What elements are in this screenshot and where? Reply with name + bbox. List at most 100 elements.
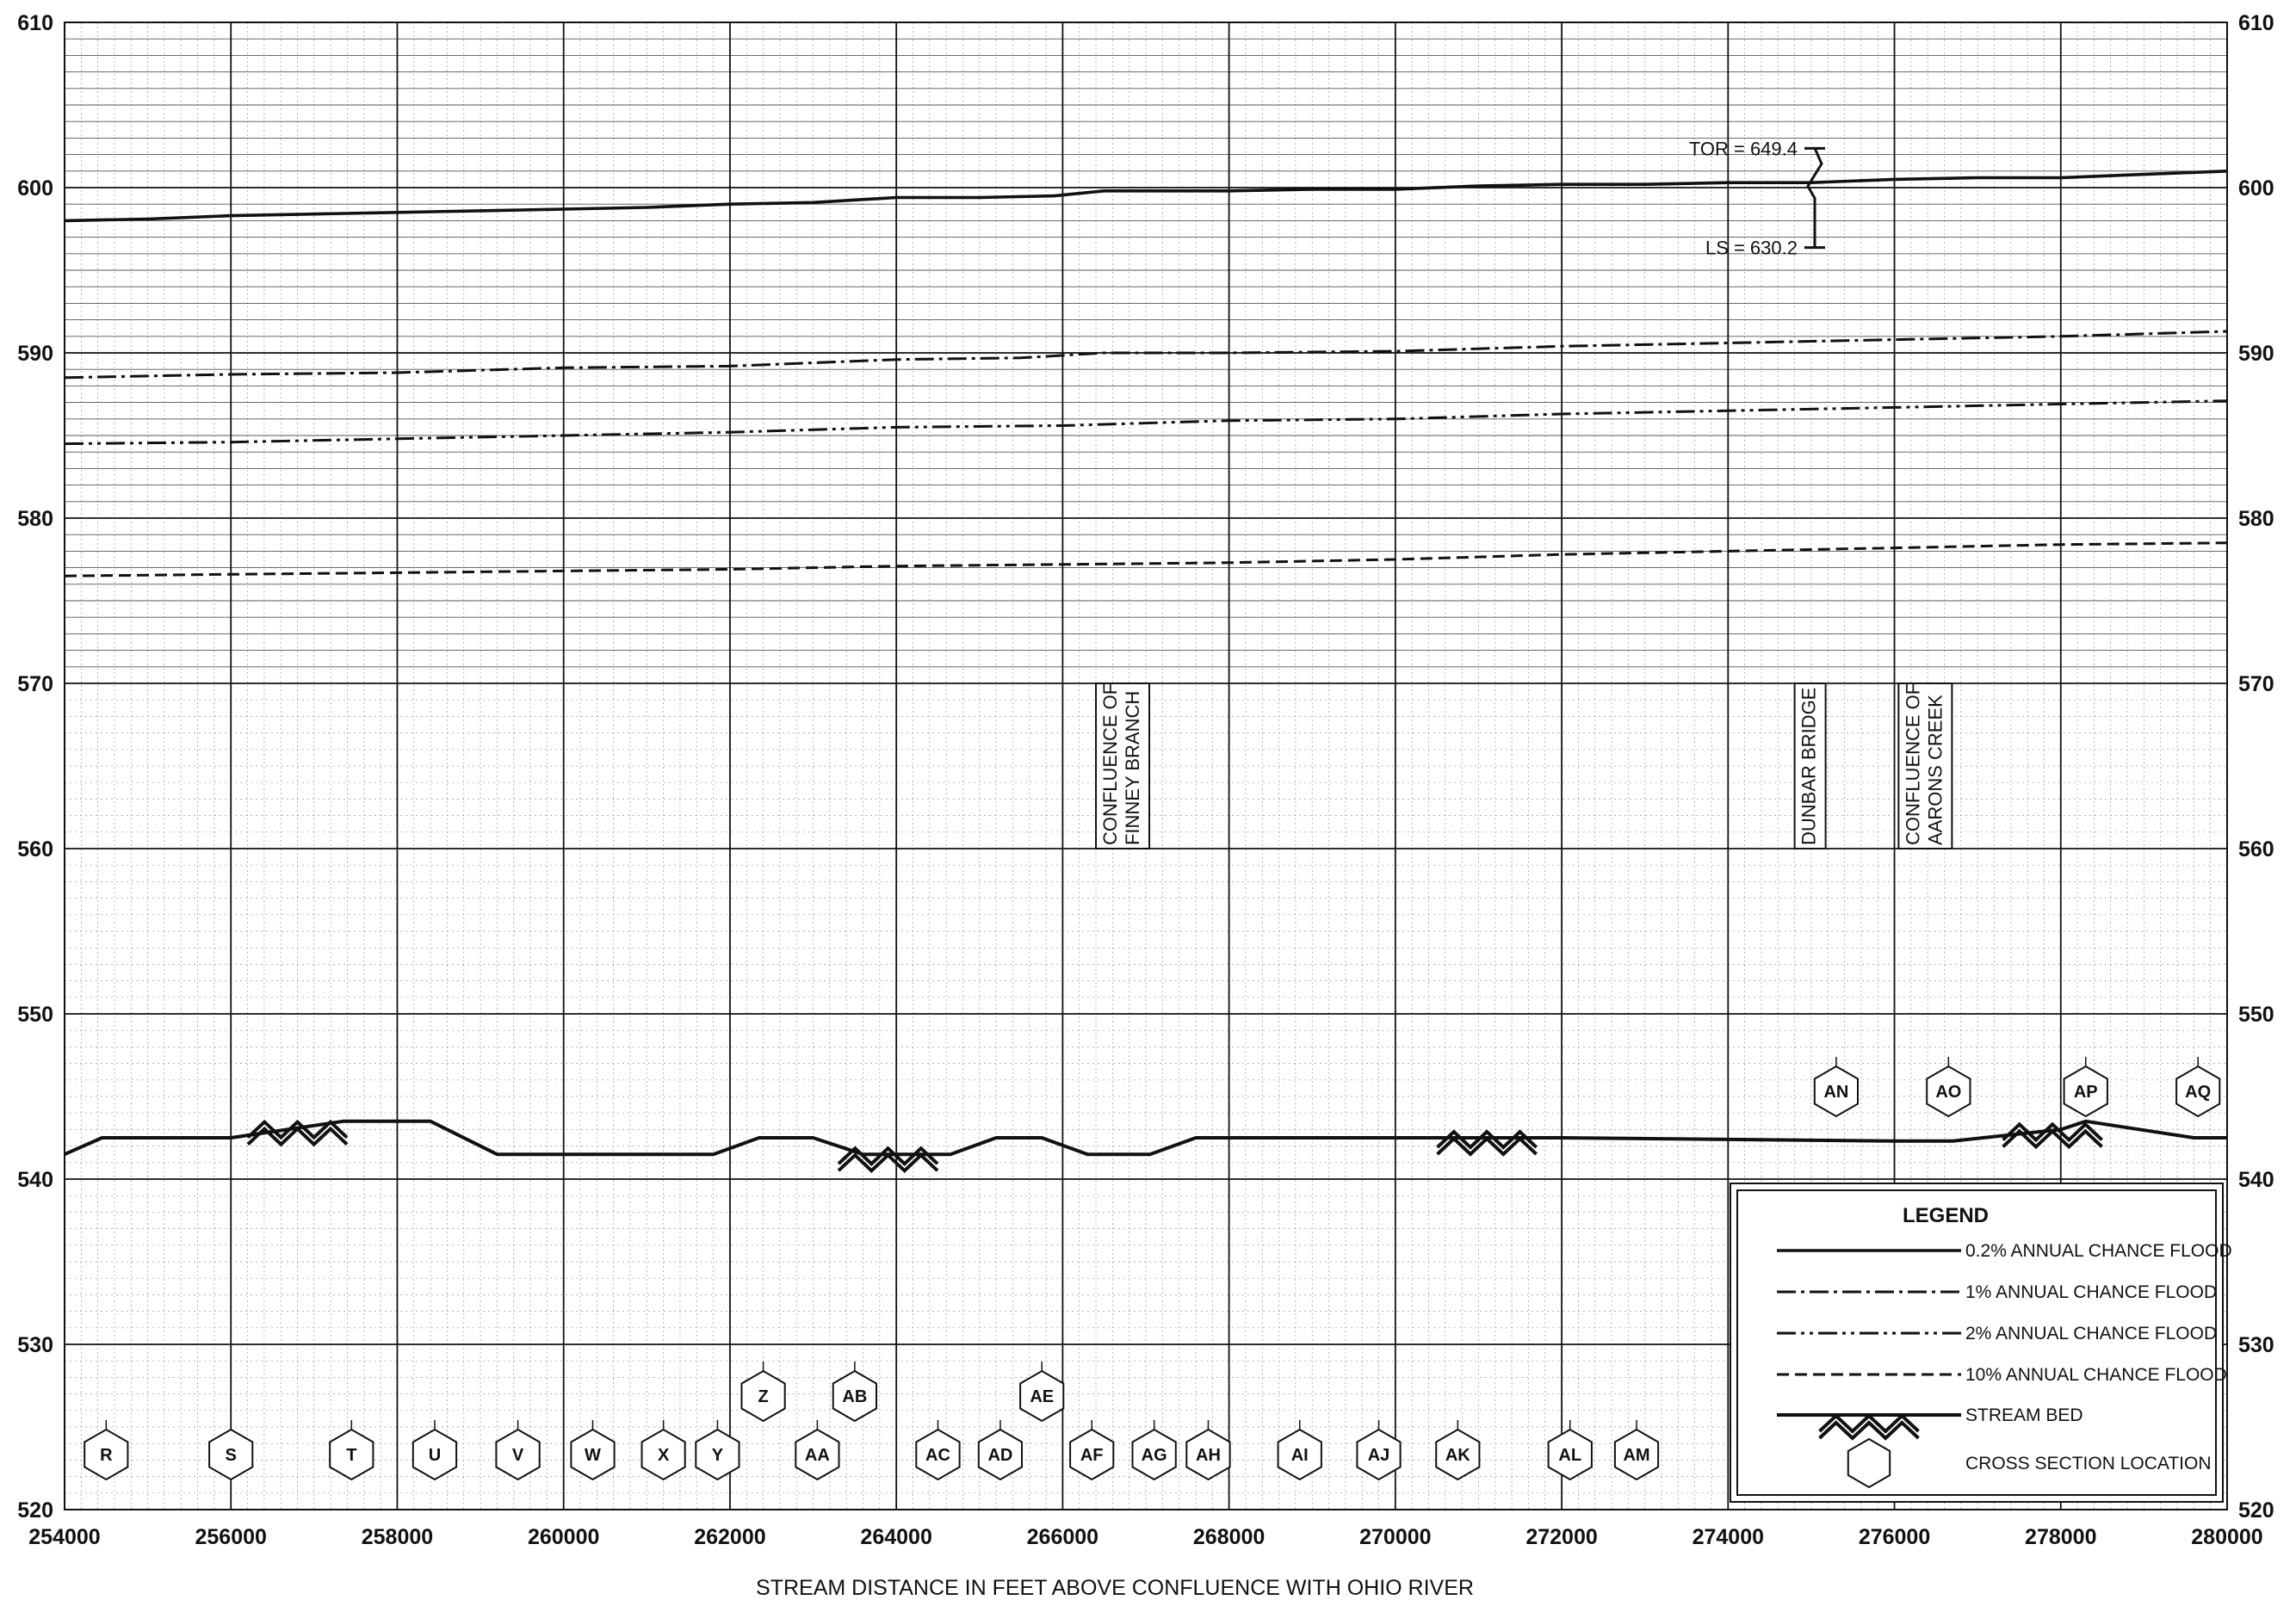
series-line-2-annual-chance-flood bbox=[64, 399, 2228, 446]
aarons-line-2: AARONS CREEK bbox=[1924, 695, 1946, 845]
y-tick-label-right: 540 bbox=[2238, 1168, 2274, 1192]
stream-bed-marker bbox=[837, 1146, 939, 1173]
y-tick-label-left: 580 bbox=[17, 507, 53, 531]
cross-section-label: W bbox=[585, 1446, 601, 1465]
bed-zigzag-top bbox=[1436, 1129, 1538, 1150]
y-tick-label-right: 550 bbox=[2238, 1003, 2274, 1027]
series-line-stream-bed bbox=[64, 1119, 2227, 1157]
cross-section-ah: AH bbox=[1185, 1420, 1231, 1481]
cross-section-label: AF bbox=[1080, 1446, 1104, 1465]
finney-line-2: FINNEY BRANCH bbox=[1122, 691, 1143, 845]
cross-section-hexagon bbox=[2175, 1065, 2221, 1118]
cross-section-hexagon bbox=[1185, 1428, 1231, 1481]
cross-section-hexagon bbox=[1813, 1065, 1859, 1118]
cross-section-aa: AA bbox=[795, 1420, 840, 1481]
cross-section-label: AN bbox=[1823, 1083, 1848, 1102]
legend-item-label: 0.2% ANNUAL CHANCE FLOOD bbox=[1965, 1241, 2232, 1261]
series-line-1-annual-chance-flood bbox=[64, 330, 2228, 380]
cross-section-hexagon bbox=[1131, 1428, 1177, 1481]
legend-item-label: 10% ANNUAL CHANCE FLOOD bbox=[1965, 1365, 2227, 1385]
y-tick-labels-left: 520 530 540 550 560 570 580 590 600 610 bbox=[17, 11, 53, 1523]
cross-section-hexagon bbox=[495, 1428, 541, 1481]
bed-zigzag-bottom bbox=[837, 1152, 939, 1173]
tor-ls-bracket bbox=[1804, 146, 1825, 250]
x-tick-label: 266000 bbox=[1027, 1525, 1098, 1549]
cross-section-hexagon bbox=[1019, 1369, 1065, 1423]
y-tick-label-left: 600 bbox=[17, 176, 53, 201]
stream-bed-marker bbox=[246, 1119, 349, 1147]
bed-zigzag-bottom bbox=[1818, 1420, 1920, 1441]
cross-section-ad: AD bbox=[977, 1420, 1023, 1481]
cross-section-hexagon bbox=[1356, 1428, 1402, 1481]
y-tick-label-right: 560 bbox=[2238, 837, 2274, 862]
legend-item: STREAM BED bbox=[1777, 1405, 2083, 1441]
cross-section-hexagon bbox=[1069, 1428, 1115, 1481]
bed-zigzag-top bbox=[1818, 1413, 1920, 1434]
cross-section-hexagon bbox=[832, 1369, 877, 1423]
legend-items: 0.2% ANNUAL CHANCE FLOOD 1% ANNUAL CHANCE… bbox=[1777, 1241, 2232, 1489]
legend-item: 1% ANNUAL CHANCE FLOOD bbox=[1777, 1282, 2217, 1302]
bed-zigzag-bottom bbox=[246, 1126, 349, 1147]
cross-section-ab: AB bbox=[832, 1362, 877, 1423]
bed-zigzag-top bbox=[837, 1146, 939, 1166]
cross-section-label: AL bbox=[1558, 1446, 1581, 1465]
x-tick-label: 258000 bbox=[362, 1525, 433, 1549]
stream-bed-marker bbox=[2002, 1121, 2103, 1150]
cross-section-label: Z bbox=[758, 1387, 768, 1406]
cross-section-hexagon bbox=[1547, 1428, 1593, 1481]
stream-bed-markers bbox=[246, 1119, 2103, 1173]
cross-section-hexagon bbox=[1435, 1428, 1481, 1481]
bed-zigzag-top bbox=[246, 1119, 349, 1140]
cross-section-ak: AK bbox=[1435, 1420, 1481, 1481]
cross-section-label: AO bbox=[1935, 1083, 1961, 1102]
cross-section-x: X bbox=[641, 1420, 686, 1481]
cross-section-label: AK bbox=[1445, 1446, 1470, 1465]
cross-section-hexagon bbox=[695, 1428, 740, 1481]
cross-section-hexagon bbox=[1613, 1428, 1660, 1481]
cross-section-w: W bbox=[570, 1420, 616, 1481]
legend-item-label: 2% ANNUAL CHANCE FLOOD bbox=[1965, 1324, 2217, 1343]
finney-line-1: CONFLUENCE OF bbox=[1099, 683, 1121, 845]
legend-title: LEGEND bbox=[1903, 1204, 1989, 1227]
cross-section-hexagon bbox=[570, 1428, 616, 1481]
finney-branch-annotation: CONFLUENCE OF FINNEY BRANCH bbox=[1095, 683, 1151, 849]
x-tick-labels: 254000 256000 258000 260000 262000 264000 2660… bbox=[28, 1525, 2262, 1549]
cross-section-label: AA bbox=[805, 1446, 830, 1465]
dunbar-bridge-annotation: DUNBAR BRIDGE bbox=[1793, 683, 1827, 849]
bed-zigzag-bottom bbox=[1436, 1136, 1538, 1157]
y-tick-label-left: 540 bbox=[17, 1168, 53, 1192]
y-tick-label-right: 520 bbox=[2238, 1498, 2274, 1523]
cross-section-hexagon bbox=[977, 1428, 1023, 1481]
legend-item: CROSS SECTION LOCATION bbox=[1847, 1437, 2211, 1489]
y-tick-label-left: 610 bbox=[17, 11, 53, 35]
cross-section-label: U bbox=[429, 1446, 441, 1465]
aarons-creek-annotation: CONFLUENCE OF AARONS CREEK bbox=[1897, 683, 1953, 849]
cross-section-label: AD bbox=[987, 1446, 1012, 1465]
ls-label: LS = 630.2 bbox=[1705, 238, 1798, 259]
cross-section-hexagon bbox=[84, 1428, 129, 1481]
cross-section-ao: AO bbox=[1926, 1057, 1971, 1118]
dunbar-line-1: DUNBAR BRIDGE bbox=[1798, 688, 1820, 845]
x-tick-label: 276000 bbox=[1859, 1525, 1930, 1549]
x-tick-label: 270000 bbox=[1359, 1525, 1431, 1549]
cross-section-al: AL bbox=[1547, 1420, 1593, 1481]
cross-section-label: R bbox=[100, 1446, 113, 1465]
legend-item: 2% ANNUAL CHANCE FLOOD bbox=[1777, 1324, 2217, 1343]
x-tick-label: 268000 bbox=[1193, 1525, 1265, 1549]
x-tick-label: 256000 bbox=[195, 1525, 267, 1549]
cross-section-ag: AG bbox=[1131, 1420, 1177, 1481]
stream-bed-marker bbox=[1436, 1129, 1538, 1157]
legend-item-label: STREAM BED bbox=[1965, 1405, 2083, 1425]
legend: LEGEND 0.2% ANNUAL CHANCE FLOOD 1% ANNUAL… bbox=[1730, 1183, 2232, 1503]
cross-section-hexagon bbox=[641, 1428, 686, 1481]
cross-section-hexagon bbox=[1926, 1065, 1971, 1118]
cross-section-label: AI bbox=[1291, 1446, 1309, 1465]
cross-section-hexagon bbox=[329, 1428, 374, 1481]
cross-section-label: AM bbox=[1623, 1446, 1649, 1465]
y-tick-label-left: 550 bbox=[17, 1003, 53, 1027]
x-tick-label: 260000 bbox=[528, 1525, 599, 1549]
cross-section-hexagon bbox=[915, 1428, 961, 1481]
tor-ls-annotation: TOR = 649.4 LS = 630.2 bbox=[1689, 138, 1825, 259]
legend-swatch-hexagon bbox=[1847, 1437, 1891, 1489]
